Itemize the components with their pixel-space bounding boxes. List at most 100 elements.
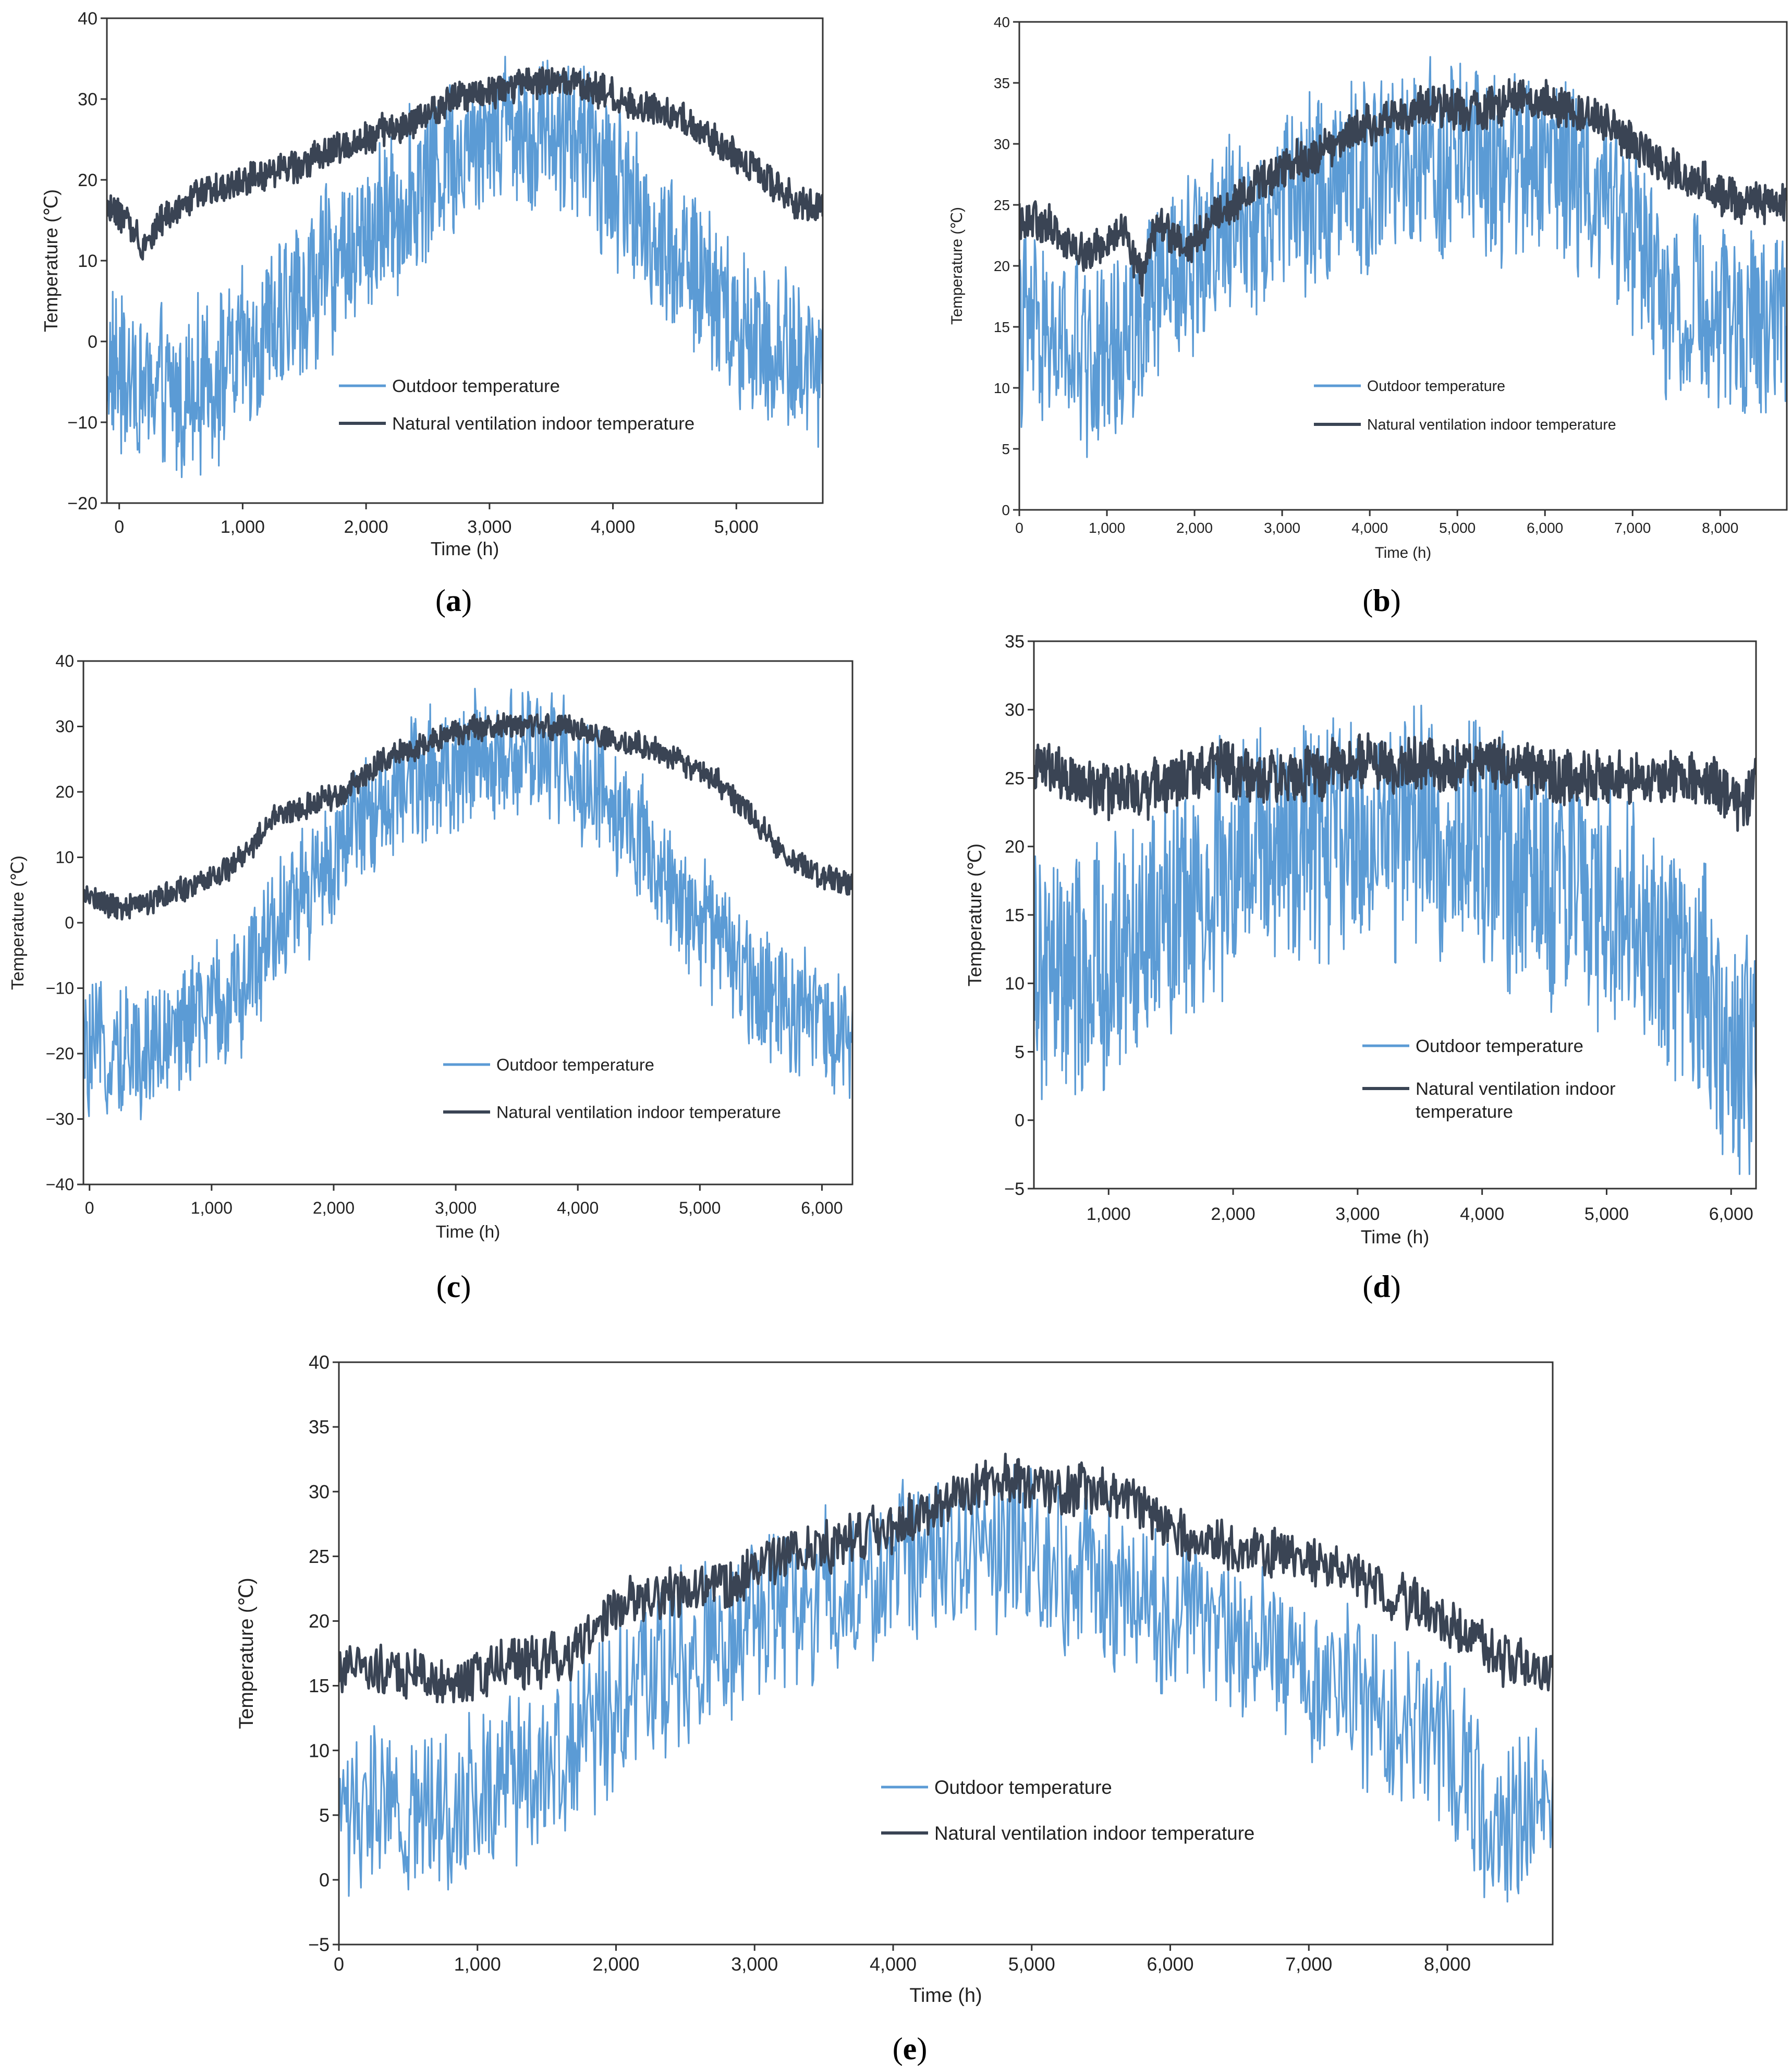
x-tick-label: 6,000 (801, 1199, 843, 1217)
legend-label-outdoor: Outdoor temperature (496, 1055, 654, 1074)
x-tick-label: 6,000 (1527, 520, 1563, 536)
caption-open: ( (436, 1269, 447, 1304)
legend-label-outdoor: Outdoor temperature (1416, 1036, 1583, 1056)
y-tick-label: 40 (55, 652, 74, 670)
y-tick-label: 10 (1005, 974, 1025, 994)
series-line-indoor (83, 712, 852, 921)
x-axis-label: Time (h) (1375, 544, 1431, 561)
legend-label-indoor: Natural ventilation indoor (1416, 1079, 1616, 1099)
series-line-outdoor (107, 55, 823, 479)
x-tick-label: 4,000 (557, 1199, 599, 1217)
y-tick-label: −5 (1004, 1179, 1025, 1199)
y-tick-label: −40 (46, 1175, 74, 1194)
legend: Outdoor temperature Natural ventilation i… (339, 376, 694, 434)
y-tick-label: −20 (46, 1044, 74, 1063)
chart-a: 40 30 20 10 0 −10 −20 0 1,000 2,000 3,000 4,000 5,00… (41, 9, 824, 618)
x-tick-label: 2,000 (1211, 1204, 1255, 1224)
y-tick-label: 10 (309, 1740, 330, 1761)
y-tick-label: 30 (1005, 700, 1025, 720)
series-line-indoor (1019, 78, 1787, 297)
y-tick-label: −10 (67, 413, 97, 433)
x-tick-label: 0 (1015, 520, 1023, 536)
x-tick-label: 4,000 (1460, 1204, 1504, 1224)
x-tick-label: 3,000 (1335, 1204, 1380, 1224)
legend-label-indoor: Natural ventilation indoor temperature (934, 1823, 1254, 1844)
y-tick-label: 20 (78, 170, 97, 190)
x-axis-label: Time (h) (909, 1985, 982, 2007)
y-tick-label: 30 (55, 717, 74, 736)
x-tick-label: 3,000 (467, 517, 511, 537)
series-group (107, 55, 823, 479)
x-tick-label: 0 (114, 517, 124, 537)
y-axis-label: Temperature (℃) (8, 855, 28, 990)
y-tick-label: 35 (994, 75, 1010, 91)
caption-letter: d (1373, 1269, 1390, 1304)
x-tick-label: 3,000 (435, 1199, 477, 1217)
x-tick-label: 5,000 (714, 517, 759, 537)
x-axis-label: Time (h) (436, 1223, 501, 1242)
x-tick-label: 1,000 (221, 517, 265, 537)
x-tick-label: 8,000 (1424, 1953, 1471, 1975)
chart-c: 40 30 20 10 0 −10 −20 −30 −40 0 1,000 2,000 3,000 4,0… (8, 652, 854, 1304)
x-tick-label: 0 (334, 1953, 344, 1975)
y-tick-label: 0 (1002, 502, 1010, 518)
caption-close: ) (460, 1269, 471, 1304)
x-tick-label: 4,000 (591, 517, 635, 537)
caption-letter: a (446, 583, 461, 618)
x-tick-label: 5,000 (679, 1199, 721, 1217)
y-tick-label: 10 (78, 251, 97, 271)
y-tick-label: 20 (55, 783, 74, 801)
legend-label-indoor-cont: temperature (1416, 1102, 1513, 1122)
series-group (1019, 56, 1787, 458)
x-axis-label: Time (h) (431, 539, 499, 559)
panel-caption: (e) (893, 2032, 928, 2066)
x-tick-label: 7,000 (1614, 520, 1651, 536)
caption-letter: e (903, 2032, 917, 2066)
series-line-outdoor (339, 1464, 1553, 1903)
y-tick-label: 5 (1002, 441, 1010, 457)
y-tick-label: 0 (65, 913, 74, 932)
panel-caption: (d) (1362, 1269, 1400, 1304)
x-tick-label: 1,000 (1087, 1204, 1131, 1224)
caption-close: ) (917, 2032, 927, 2066)
legend: Outdoor temperature Natural ventilation i… (1362, 1036, 1616, 1122)
caption-letter: c (447, 1269, 461, 1304)
x-tick-label: 7,000 (1285, 1953, 1332, 1975)
y-tick-label: 30 (78, 90, 97, 109)
caption-close: ) (1391, 1269, 1401, 1304)
x-axis-label: Time (h) (1361, 1227, 1430, 1248)
legend-label-indoor: Natural ventilation indoor temperature (496, 1102, 781, 1121)
y-tick-label: 15 (1005, 906, 1025, 925)
y-tick-label: 10 (55, 848, 74, 867)
series-line-indoor (339, 1452, 1553, 1704)
x-tick-label: 5,000 (1439, 520, 1476, 536)
series-group (83, 688, 852, 1120)
caption-close: ) (1391, 583, 1401, 618)
caption-open: ( (893, 2032, 903, 2066)
y-tick-label: 40 (309, 1352, 330, 1373)
x-tick-label: 2,000 (313, 1199, 355, 1217)
x-tick-label: 0 (85, 1199, 94, 1217)
y-tick-label: 40 (994, 14, 1010, 30)
x-tick-label: 2,000 (592, 1953, 639, 1975)
y-axis-label: Temperature (℃) (236, 1578, 258, 1729)
legend: Outdoor temperature Natural ventilation i… (881, 1777, 1254, 1844)
series-line-outdoor (83, 688, 852, 1120)
x-tick-label: 2,000 (344, 517, 388, 537)
legend-label-outdoor: Outdoor temperature (392, 376, 560, 396)
y-tick-label: 15 (309, 1675, 330, 1696)
y-tick-label: 0 (88, 332, 97, 352)
x-tick-label: 4,000 (870, 1953, 917, 1975)
series-line-indoor (107, 66, 823, 261)
x-tick-label: 8,000 (1702, 520, 1738, 536)
y-tick-label: 20 (1005, 837, 1025, 857)
y-tick-label: −30 (46, 1110, 74, 1129)
caption-close: ) (461, 583, 472, 618)
panel-caption: (a) (435, 583, 472, 618)
y-tick-label: 35 (1005, 632, 1025, 652)
y-tick-label: 0 (319, 1869, 330, 1890)
y-tick-label: 25 (309, 1546, 330, 1567)
